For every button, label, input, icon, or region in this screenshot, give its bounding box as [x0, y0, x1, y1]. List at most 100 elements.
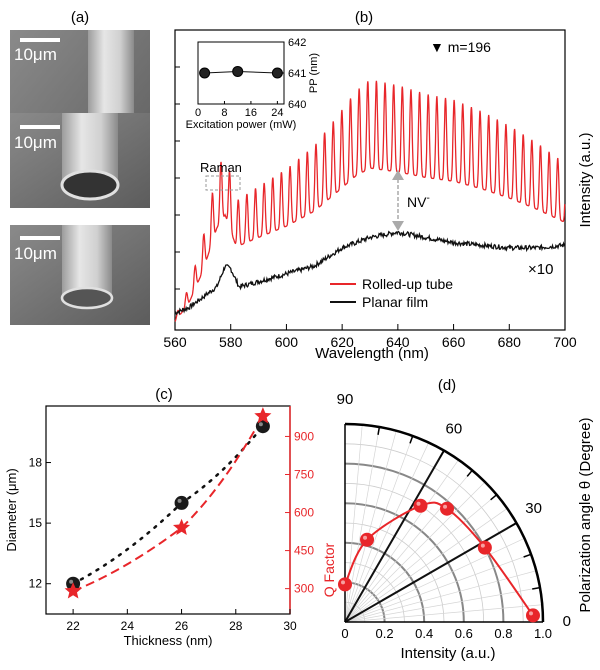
polar-arc-tick	[509, 522, 517, 528]
polar-arc-tick	[532, 586, 541, 590]
polar-point-highlight	[480, 543, 485, 548]
c-x-tick-label: 24	[121, 619, 135, 633]
polar-grid-spoke	[344, 426, 380, 623]
inset-x-label: Excitation power (mW)	[186, 119, 297, 131]
series-line-planar-film	[174, 230, 566, 316]
inset-y-tick-label: 642	[288, 37, 306, 49]
scale-label-1: 10μm	[14, 45, 57, 64]
polar-arc-tick	[377, 426, 381, 435]
panel-c-y-right-label: Q Factor	[321, 542, 337, 597]
c-x-tick-label: 22	[66, 619, 80, 633]
panel-c-x-label: Thickness (nm)	[124, 633, 213, 648]
diameter-point-highlight	[69, 579, 74, 584]
polar-chart: 0 0.2 0.4 0.6 0.8 1.0 0 30 60 90 Intensity (a.u.)…	[337, 391, 594, 662]
polar-point	[413, 498, 428, 513]
polar-arc-tick	[409, 435, 414, 444]
q-factor-point	[254, 407, 272, 424]
x-tick-label: 560	[163, 334, 187, 350]
polar-point-highlight	[416, 501, 421, 506]
polar-grid-spoke	[344, 587, 541, 623]
diameter-point-highlight	[177, 498, 182, 503]
inset-x-tick-label: 24	[271, 107, 283, 119]
sem-image-2b: 10μm	[10, 113, 150, 208]
polar-angle-label: 0	[563, 613, 571, 630]
polar-grid-spoke	[344, 481, 486, 623]
x-tick-label: 660	[442, 334, 466, 350]
c-y-right-tick-label: 600	[294, 506, 314, 520]
polar-r-tick-label: 1.0	[534, 626, 552, 641]
panel-label-c: (c)	[155, 386, 173, 403]
c-y-right-tick-label: 300	[294, 582, 314, 596]
q-factor-point	[64, 582, 82, 599]
polar-r-tick-label: 0.2	[376, 626, 394, 641]
polar-grid-spoke	[344, 570, 537, 623]
polar-angle-label: 30	[525, 500, 542, 517]
c-x-tick-label: 30	[283, 619, 297, 633]
polar-point-highlight	[363, 535, 368, 540]
polar-arc-tick	[523, 553, 532, 558]
x-axis-label: Wavelength (nm)	[315, 345, 429, 362]
spectrum-chart: 560 580 600 620 640 660 680 700 Wavelength (nm)…	[163, 29, 594, 362]
inset-y-tick-label: 640	[288, 99, 306, 111]
polar-point-highlight	[341, 580, 345, 585]
raman-box	[205, 175, 241, 191]
inset-chart: 0 8 16 24 640 641 642 Excitation power (mW) PP…	[186, 37, 320, 131]
q-factor-point	[173, 518, 191, 535]
diameter-point	[255, 419, 270, 434]
polar-grid-spoke	[344, 604, 543, 623]
polar-angle-label: 60	[446, 420, 463, 437]
diameter-trend-line	[71, 424, 265, 585]
x-tick-label: 600	[275, 334, 299, 350]
polar-point	[440, 501, 455, 516]
polar-r-tick-label: 0.6	[455, 626, 473, 641]
inset-point	[271, 67, 283, 79]
inset-x-tick-label: 0	[195, 107, 201, 119]
c-y-right-tick-label: 750	[294, 467, 314, 481]
inset-x-tick-label: 16	[245, 107, 257, 119]
inset-y-tick-label: 641	[288, 68, 306, 80]
x-tick-label: 640	[386, 334, 410, 350]
polar-grid-spoke	[344, 430, 397, 623]
polar-outer-arc	[344, 422, 545, 623]
polar-grid-spoke	[344, 508, 508, 623]
panel-c-y-left-label: Diameter (μm)	[4, 468, 19, 551]
polar-grid-spoke	[344, 538, 525, 623]
polar-point	[360, 532, 375, 547]
scale-factor-label: ×10	[528, 261, 553, 278]
inset-point	[199, 67, 211, 79]
polar-y-label: Polarization angle θ (Degree)	[577, 417, 594, 612]
x-tick-label: 680	[498, 334, 522, 350]
polar-x-label: Intensity (a.u.)	[400, 645, 495, 662]
inset-y-label: PP (nm)	[308, 53, 320, 93]
polar-arc-tick	[490, 494, 498, 501]
legend-label-planar: Planar film	[362, 294, 428, 310]
panel-label-d: (d)	[438, 377, 456, 394]
c-x-tick-label: 28	[229, 619, 243, 633]
polar-grid-spoke	[344, 442, 429, 623]
raman-label: Raman	[200, 160, 242, 175]
c-y-left-tick-label: 18	[29, 456, 43, 470]
polar-arc-tick	[439, 450, 445, 458]
polar-grid-spoke	[344, 494, 497, 623]
polar-point	[525, 608, 540, 623]
diameter-q-chart: 22 24 26 28 30 12 15 18 300 450 600 750 900 Thicknes…	[4, 405, 337, 648]
polar-major-spoke	[344, 450, 445, 623]
polar-r-tick-label: 0.4	[415, 626, 433, 641]
polar-angle-label: 90	[337, 391, 354, 408]
c-x-tick-label: 26	[175, 619, 189, 633]
x-tick-label: 580	[219, 334, 243, 350]
scale-label-3: 10μm	[14, 244, 57, 263]
sem-image-3: 10μm	[10, 225, 150, 325]
polar-r-tick-label: 0.8	[494, 626, 512, 641]
c-y-left-tick-label: 15	[29, 516, 43, 530]
series-line-rolled-up-tube	[174, 80, 566, 322]
polar-r-tick-label: 0	[341, 626, 348, 641]
polar-point	[338, 577, 352, 592]
polar-grid-spoke	[344, 459, 459, 623]
legend-label-rolled-up: Rolled-up tube	[362, 276, 453, 292]
polar-arc-tick	[466, 469, 473, 477]
nv-label: NV-	[407, 193, 430, 210]
legend: Rolled-up tube Planar film	[330, 276, 453, 310]
polar-point-highlight	[443, 504, 448, 509]
